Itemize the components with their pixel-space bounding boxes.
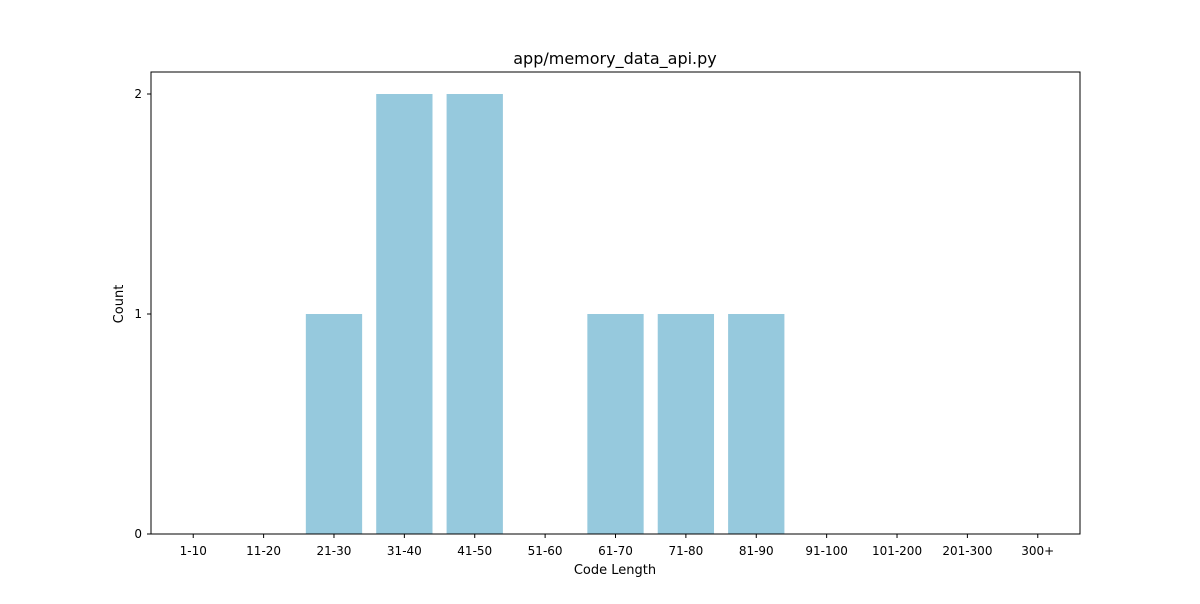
x-tick-label: 41-50: [457, 544, 492, 558]
x-axis-label: Code Length: [574, 563, 656, 578]
y-tick-label: 0: [134, 527, 142, 541]
x-tick-label: 51-60: [528, 544, 563, 558]
bar-71-80: [657, 314, 715, 534]
x-tick-label: 71-80: [668, 544, 703, 558]
bar-81-90: [728, 314, 785, 534]
x-axis-ticks: 1-10 11-20 21-30 31-40 41-50 51-60 61-70 71-80 8…: [180, 534, 1054, 558]
x-tick-label: 61-70: [598, 544, 633, 558]
x-tick-label: 1-10: [180, 544, 207, 558]
x-tick-label: 11-20: [246, 544, 281, 558]
x-tick-label: 81-90: [739, 544, 774, 558]
chart-title: app/memory_data_api.py: [513, 49, 717, 69]
bar-61-70: [587, 314, 644, 534]
x-tick-label: 101-200: [872, 544, 922, 558]
bars-layer: [305, 94, 785, 534]
y-tick-label: 1: [134, 307, 142, 321]
y-axis-label: Count: [112, 285, 127, 324]
y-axis-ticks: 0 1 2: [134, 87, 151, 541]
x-tick-label: 300+: [1021, 544, 1054, 558]
bar-41-50: [446, 94, 503, 534]
x-tick-label: 91-100: [805, 544, 848, 558]
x-tick-label: 201-300: [942, 544, 992, 558]
bar-31-40: [376, 94, 433, 534]
x-tick-label: 21-30: [317, 544, 352, 558]
bar-21-30: [305, 314, 363, 534]
y-tick-label: 2: [134, 87, 142, 101]
x-tick-label: 31-40: [387, 544, 422, 558]
